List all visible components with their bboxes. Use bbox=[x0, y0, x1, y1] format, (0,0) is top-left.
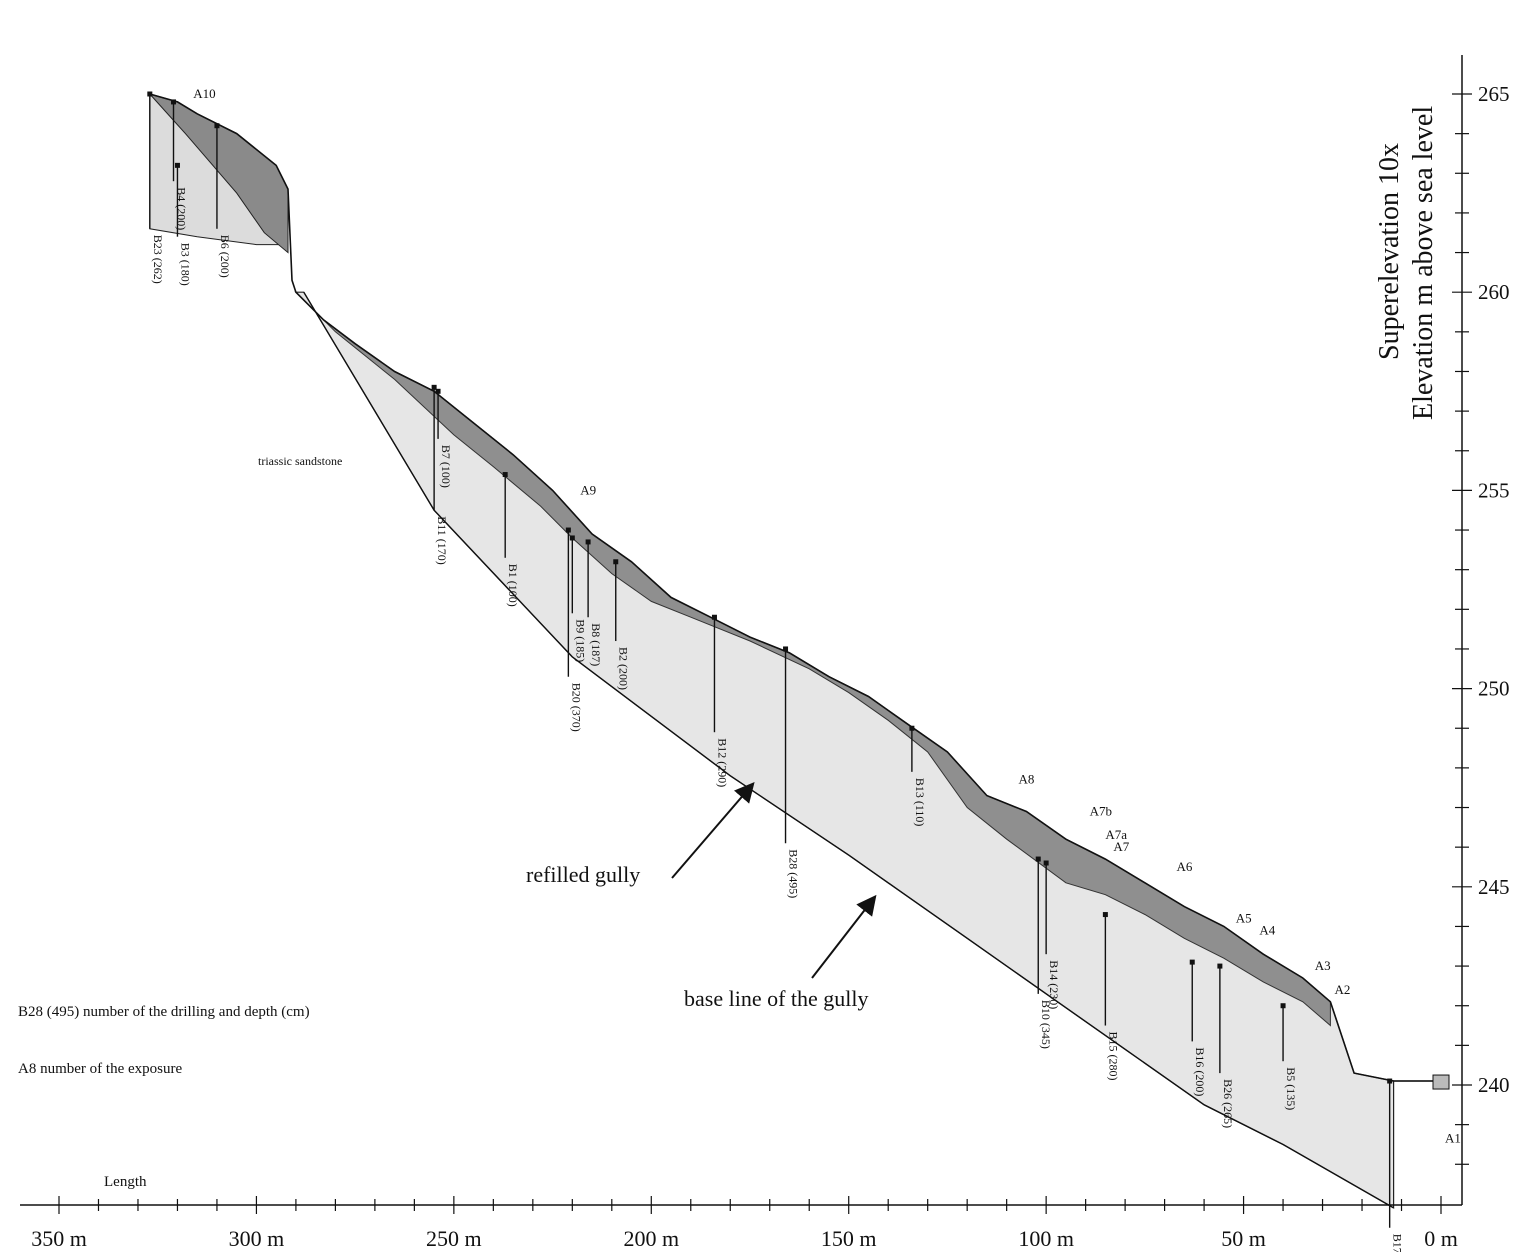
drilling-label: B9 (185) bbox=[573, 619, 587, 662]
drillings-group: B23 (262) B4 (200) B3 (180) B6 (200) B11 (17… bbox=[147, 91, 1405, 1252]
exposure-label: A4 bbox=[1259, 922, 1275, 937]
elevation-tick-label: 250 bbox=[1478, 677, 1510, 701]
base-line-label: base line of the gully bbox=[684, 986, 869, 1011]
drilling-label: B1 (100) bbox=[506, 564, 520, 607]
elevation-axis: 265 260 255 250 245 240 bbox=[1452, 55, 1510, 1205]
length-tick-label: 200 m bbox=[623, 1226, 679, 1251]
gully-base-line bbox=[303, 291, 1394, 1209]
drilling-label: B3 (180) bbox=[178, 243, 192, 286]
drilling-marker bbox=[783, 646, 789, 652]
drilling-label: B5 (135) bbox=[1284, 1067, 1298, 1110]
length-axis: 350 m 300 m 250 m 200 m 150 m 100 m 50 m 0 m bbox=[20, 1196, 1462, 1251]
exposure-label: A5 bbox=[1236, 910, 1252, 925]
drilling-marker bbox=[711, 614, 717, 620]
drilling-marker bbox=[1189, 959, 1195, 965]
drilling-label: B26 (265) bbox=[1221, 1079, 1235, 1128]
drilling-label: B2 (200) bbox=[617, 647, 631, 690]
drilling-label: B11 (170) bbox=[435, 516, 449, 565]
drilling-label: B6 (200) bbox=[218, 235, 232, 278]
length-axis-title: Length bbox=[104, 1174, 147, 1190]
dark-sediment-layer bbox=[295, 291, 1331, 1027]
exposure-label: A3 bbox=[1315, 958, 1331, 973]
drilling-label: B7 (100) bbox=[439, 445, 453, 488]
exposure-label: A1 bbox=[1445, 1131, 1461, 1146]
elevation-tick-label: 240 bbox=[1478, 1073, 1510, 1097]
elevation-tick-label: 265 bbox=[1478, 82, 1510, 106]
exposure-label: A7 bbox=[1113, 839, 1129, 854]
drilling-marker bbox=[613, 559, 619, 565]
drilling-label: B12 (290) bbox=[715, 738, 729, 787]
drilling-label: B23 (262) bbox=[151, 235, 165, 284]
drilling-label: B10 (345) bbox=[1039, 1000, 1053, 1049]
elevation-axis-title-2: Elevation m above sea level bbox=[1408, 106, 1439, 420]
drilling-marker bbox=[431, 384, 437, 390]
length-tick-label: 250 m bbox=[426, 1226, 482, 1251]
drilling-label: B15 (280) bbox=[1106, 1032, 1120, 1081]
legend-exposure: A8 number of the exposure bbox=[18, 1061, 182, 1077]
drilling-marker bbox=[1035, 856, 1041, 862]
exposure-label: A6 bbox=[1176, 859, 1192, 874]
drilling-marker bbox=[171, 99, 177, 105]
elevation-tick-label: 260 bbox=[1478, 280, 1510, 304]
elevation-axis-title-1: Superelevation 10x bbox=[1374, 143, 1405, 360]
exposure-label: A7b bbox=[1090, 803, 1112, 818]
drilling-marker bbox=[174, 162, 180, 168]
elevation-tick-label: 245 bbox=[1478, 875, 1510, 899]
length-tick-label: 0 m bbox=[1424, 1226, 1458, 1251]
exposure-label: A10 bbox=[193, 86, 215, 101]
drilling-marker bbox=[1217, 963, 1223, 969]
drilling-label: B16 (200) bbox=[1193, 1047, 1207, 1096]
exposure-label: A8 bbox=[1019, 772, 1035, 787]
exposure-label: A7a bbox=[1105, 827, 1127, 842]
length-tick-label: 150 m bbox=[821, 1226, 877, 1251]
exposure-label: A9 bbox=[580, 482, 596, 497]
drilling-label: B28 (495) bbox=[787, 849, 801, 898]
drilling-label: B4 (200) bbox=[175, 187, 189, 230]
ground-surface-line bbox=[149, 93, 1441, 1082]
drilling-marker bbox=[502, 472, 508, 478]
drilling-marker bbox=[214, 123, 220, 129]
drilling-marker bbox=[1280, 1003, 1286, 1009]
triassic-sandstone-label: triassic sandstone bbox=[258, 454, 342, 468]
drilling-marker bbox=[1102, 912, 1108, 918]
drilling-label: B13 (110) bbox=[913, 778, 927, 827]
drilling-marker bbox=[585, 539, 591, 545]
length-tick-label: 100 m bbox=[1018, 1226, 1074, 1251]
drilling-marker bbox=[1043, 860, 1049, 866]
refilled-gully-label: refilled gully bbox=[526, 862, 640, 887]
drilling-label: B8 (187) bbox=[589, 623, 603, 666]
refilled-gully-arrow bbox=[671, 781, 755, 879]
exposure-marker bbox=[1432, 1074, 1450, 1090]
drilling-marker bbox=[909, 725, 915, 731]
length-tick-label: 300 m bbox=[229, 1226, 285, 1251]
drilling-marker bbox=[435, 388, 441, 394]
length-tick-label: 350 m bbox=[31, 1226, 87, 1251]
elevation-tick-label: 255 bbox=[1478, 478, 1510, 502]
drilling-marker bbox=[569, 535, 575, 541]
exposure-label: A2 bbox=[1334, 982, 1350, 997]
drilling-marker bbox=[565, 527, 571, 533]
drilling-label: B17 (367) bbox=[1391, 1234, 1405, 1252]
length-tick-label: 50 m bbox=[1221, 1226, 1266, 1251]
drilling-marker bbox=[147, 91, 153, 97]
legend-drilling: B28 (495) number of the drilling and dep… bbox=[18, 1004, 310, 1020]
base-line-arrow bbox=[811, 894, 877, 979]
drilling-label: B14 (230) bbox=[1047, 960, 1061, 1009]
drilling-label: B20 (370) bbox=[569, 683, 583, 732]
